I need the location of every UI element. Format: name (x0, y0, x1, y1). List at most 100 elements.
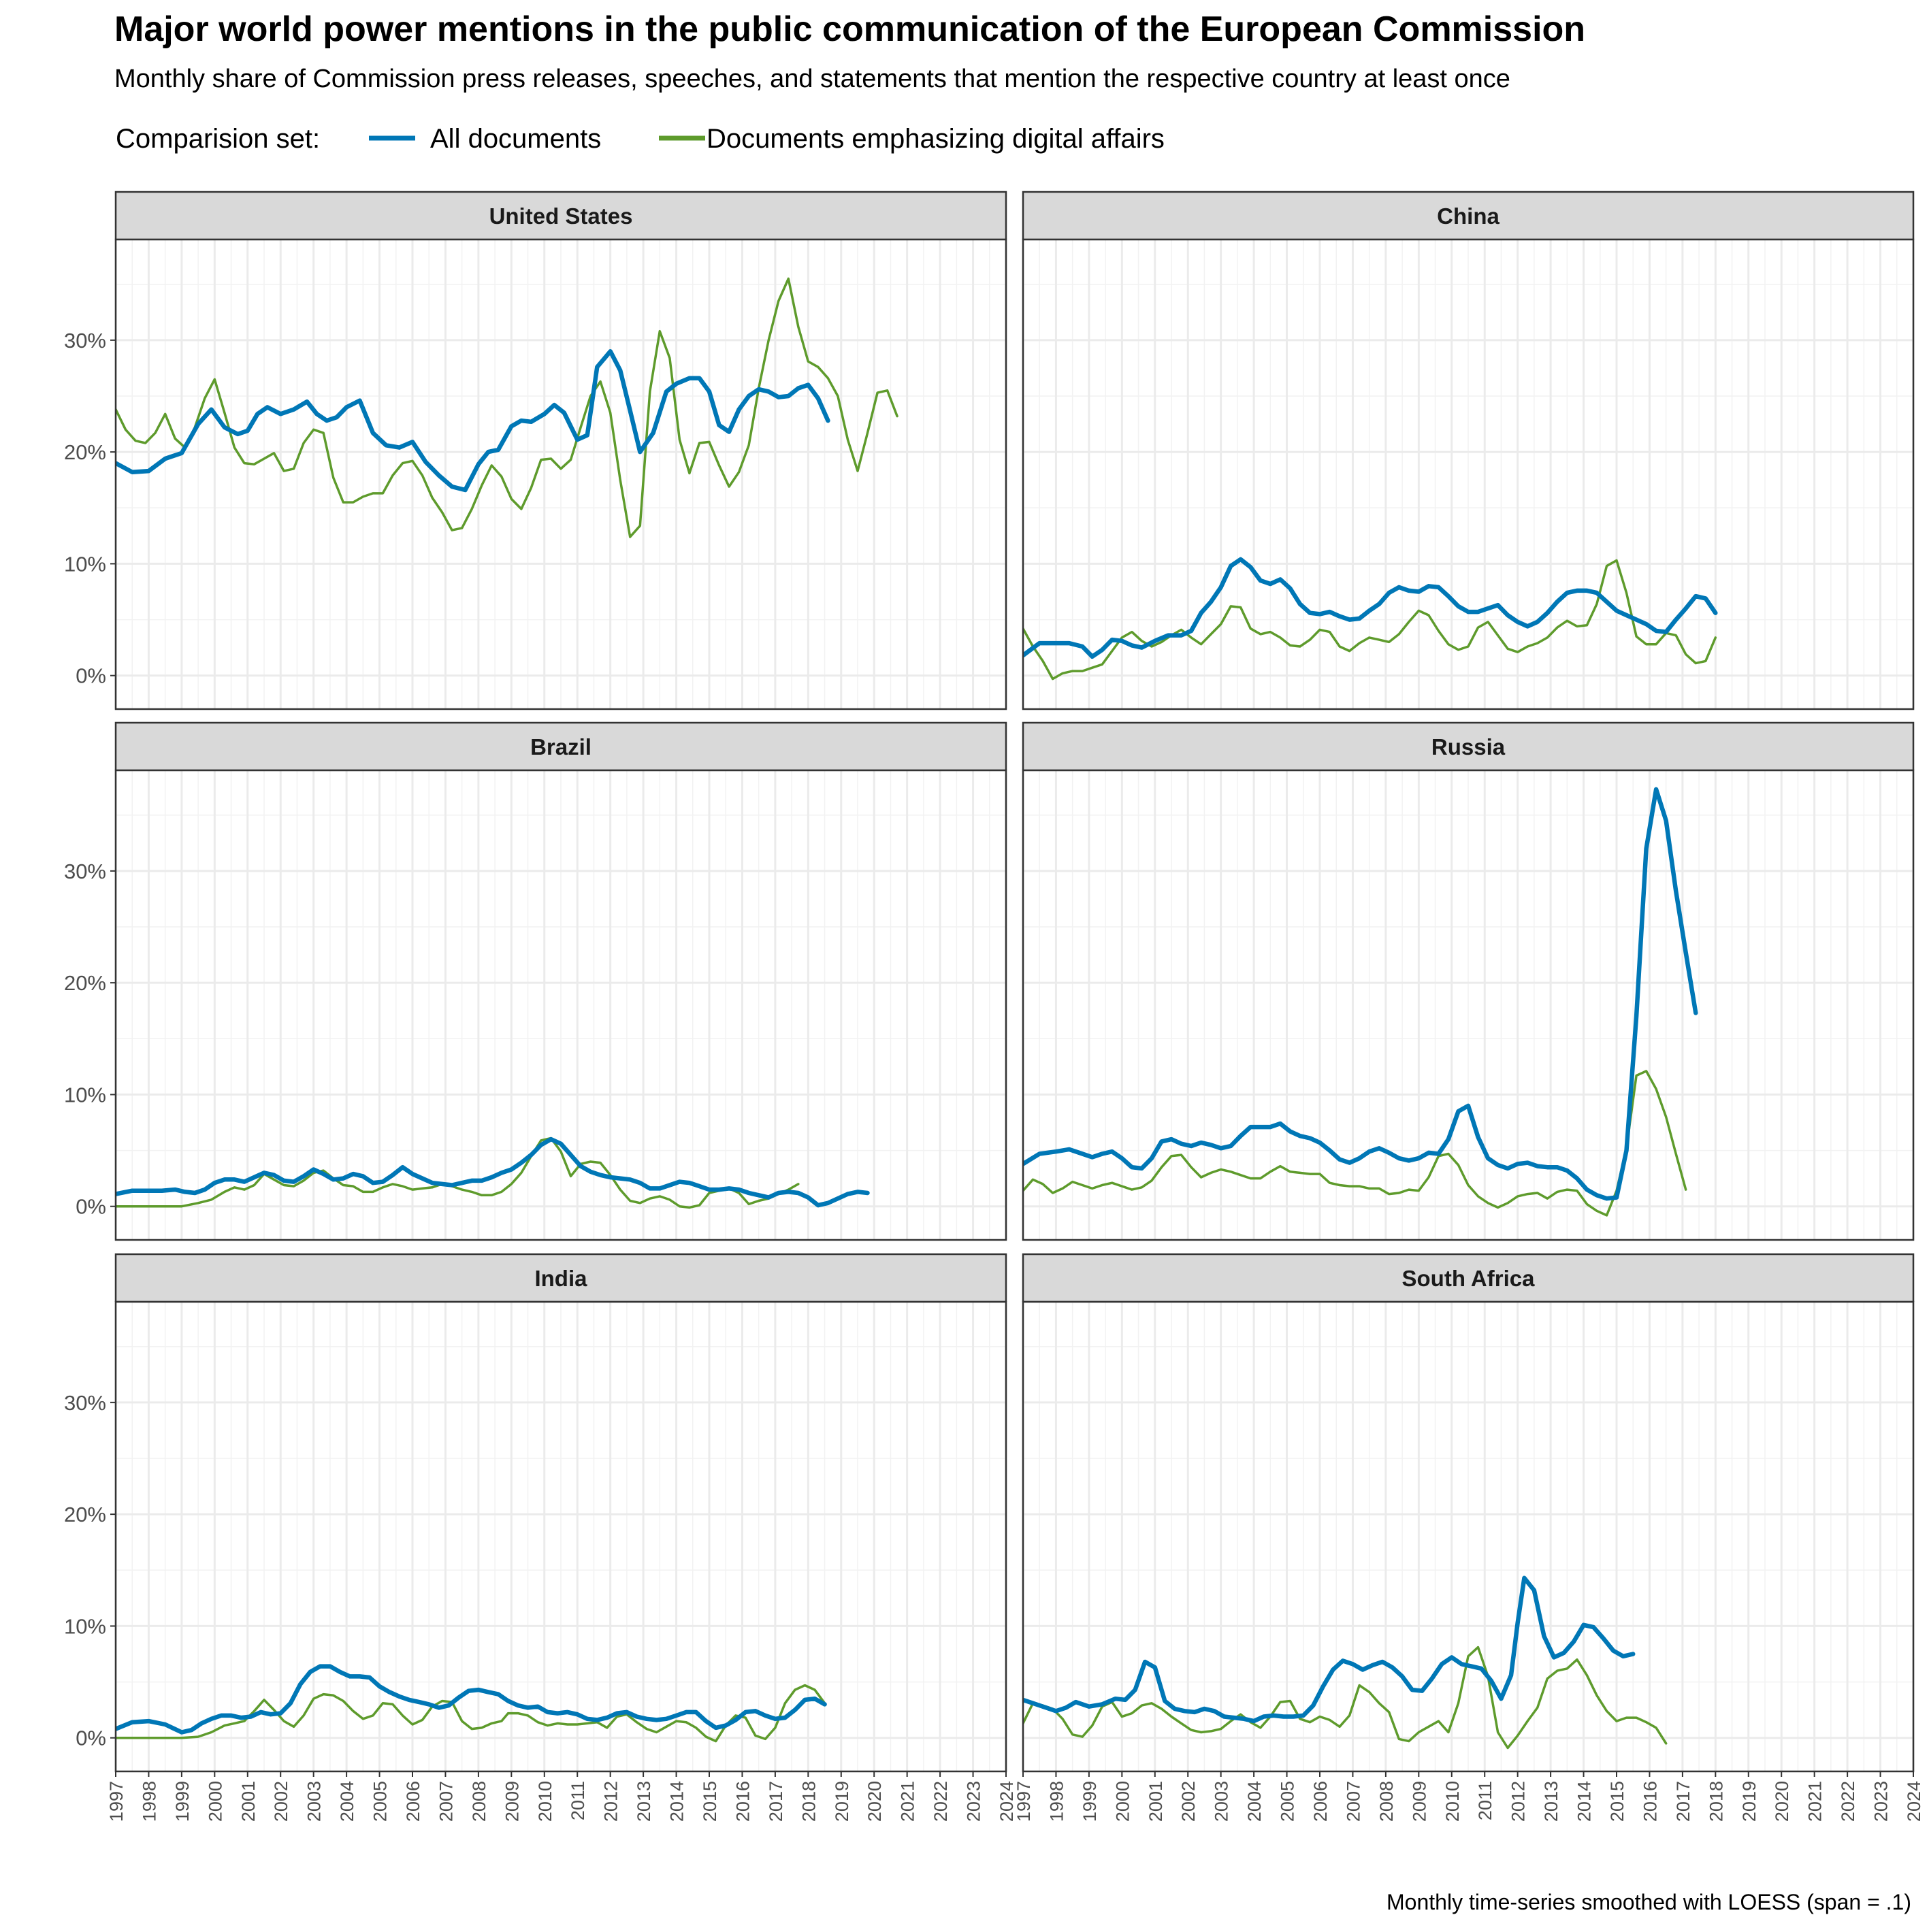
y-tick-label: 0% (76, 664, 106, 688)
x-tick-label: 2017 (766, 1781, 786, 1822)
x-tick-label: 1998 (1046, 1781, 1067, 1822)
x-tick-label: 2022 (1838, 1781, 1858, 1822)
x-tick-label: 2019 (1739, 1781, 1760, 1822)
y-tick-label: 0% (76, 1195, 106, 1219)
x-tick-label: 2006 (403, 1781, 423, 1822)
x-tick-label: 2013 (634, 1781, 654, 1822)
facet-title-russia: Russia (1431, 734, 1506, 759)
x-tick-label: 2016 (732, 1781, 753, 1822)
x-tick-label: 2012 (601, 1781, 621, 1822)
x-tick-label: 2012 (1508, 1781, 1529, 1822)
y-tick-label: 10% (64, 1614, 106, 1638)
x-tick-label: 2009 (502, 1781, 522, 1822)
series-all-documents-china (1023, 557, 1718, 659)
y-tick-label: 30% (64, 1391, 106, 1415)
series-digital-affairs-south-africa (1023, 1646, 1668, 1750)
y-tick-label: 20% (64, 440, 106, 464)
x-tick-label: 2020 (1772, 1781, 1792, 1822)
series-all-documents-brazil (116, 1136, 870, 1208)
series-digital-affairs-russia (1023, 1070, 1687, 1217)
y-tick-label: 30% (64, 859, 106, 883)
y-tick-label: 0% (76, 1726, 106, 1750)
facet-strip-russia (1022, 721, 1915, 772)
legend-label: Comparision set: (116, 124, 320, 154)
x-tick-label: 2008 (1376, 1781, 1397, 1822)
x-tick-label: 2016 (1640, 1781, 1660, 1822)
x-tick-label: 1997 (106, 1781, 127, 1822)
facet-china: China (1022, 191, 1915, 710)
x-tick-label: 2005 (1278, 1781, 1298, 1822)
x-tick-label: 2019 (832, 1781, 852, 1822)
facet-strip-united-states (114, 191, 1007, 241)
legend-item-digital-affairs: Documents emphasizing digital affairs (707, 124, 1165, 154)
series-all-documents-united-states (116, 349, 830, 493)
x-tick-label: 2023 (964, 1781, 984, 1822)
series-digital-affairs-united-states (116, 277, 898, 538)
x-tick-label: 2014 (667, 1781, 687, 1822)
x-tick-label: 2002 (1178, 1781, 1199, 1822)
x-tick-label: 2007 (1343, 1781, 1363, 1822)
facet-strip-south-africa (1022, 1253, 1915, 1303)
x-tick-label: 2010 (535, 1781, 555, 1822)
x-tick-label: 2020 (864, 1781, 885, 1822)
panel-border-south-africa (1022, 1300, 1915, 1773)
series-all-documents-russia (1023, 787, 1698, 1201)
x-tick-label: 2003 (304, 1781, 325, 1822)
x-tick-label: 2022 (930, 1781, 951, 1822)
x-tick-label: 2017 (1673, 1781, 1693, 1822)
facet-title-south-africa: South Africa (1402, 1266, 1536, 1291)
grid-china (1022, 240, 1915, 709)
x-tick-label: 2006 (1310, 1781, 1331, 1822)
legend-item-all-documents: All documents (430, 124, 601, 154)
facet-russia: Russia (1022, 721, 1915, 1241)
facet-title-brazil: Brazil (530, 734, 591, 759)
x-tick-label: 2009 (1409, 1781, 1429, 1822)
x-tick-label: 2003 (1212, 1781, 1232, 1822)
chart-title: Major world power mentions in the public… (114, 10, 1585, 49)
x-tick-label: 2000 (205, 1781, 225, 1822)
series-all-documents-india (116, 1664, 827, 1735)
y-tick-label: 30% (64, 329, 106, 353)
x-tick-label: 2007 (436, 1781, 456, 1822)
x-tick-label: 2014 (1574, 1781, 1595, 1822)
grid-united-states (114, 240, 1007, 709)
facet-title-china: China (1437, 203, 1500, 229)
x-tick-label: 2021 (898, 1781, 918, 1822)
x-tick-label: 2010 (1442, 1781, 1463, 1822)
y-tick-label: 20% (64, 1503, 106, 1526)
panel-border-brazil (114, 769, 1007, 1241)
x-tick-label: 1999 (1080, 1781, 1100, 1822)
facet-title-united-states: United States (489, 203, 633, 229)
chart-caption: Monthly time-series smoothed with LOESS … (1387, 1890, 1911, 1914)
grid-russia (1022, 770, 1915, 1240)
series-all-documents-south-africa (1023, 1575, 1636, 1724)
facet-strip-india (114, 1253, 1007, 1303)
facet-united-states: United States 0% 10% 20% 30% (64, 191, 1007, 710)
panel-border-china (1022, 238, 1915, 710)
grid-india (114, 1302, 1007, 1771)
panel-border-india (114, 1300, 1007, 1773)
x-tick-label: 2000 (1112, 1781, 1133, 1822)
x-tick-label: 2001 (238, 1781, 259, 1822)
facet-india: India 0% 10% 20% 30% (64, 1253, 1007, 1773)
x-tick-label: 2015 (1607, 1781, 1627, 1822)
x-tick-label: 2004 (337, 1781, 357, 1822)
series-digital-affairs-india (116, 1684, 826, 1743)
facet-strip-china (1022, 191, 1915, 241)
x-tick-label: 1999 (172, 1781, 193, 1822)
x-tick-label: 2021 (1805, 1781, 1826, 1822)
facet-title-india: India (534, 1266, 587, 1291)
x-tick-label: 2018 (798, 1781, 819, 1822)
facet-brazil: Brazil 0% 10% 20% 30% (64, 721, 1007, 1241)
facet-south-africa: South Africa (1022, 1253, 1915, 1773)
chart-subtitle: Monthly share of Commission press releas… (114, 65, 1510, 93)
x-axes: 1997 1998 1999 2000 2001 2002 2003 2004 2005 2006… (106, 1771, 1924, 1822)
facet-strip-brazil (114, 721, 1007, 772)
x-tick-label: 2023 (1871, 1781, 1892, 1822)
panel-border-russia (1022, 769, 1915, 1241)
x-tick-label: 2013 (1541, 1781, 1561, 1822)
series-digital-affairs-china (1023, 559, 1717, 681)
x-tick-label: 1997 (1014, 1781, 1034, 1822)
x-tick-label: 2011 (1475, 1781, 1495, 1820)
